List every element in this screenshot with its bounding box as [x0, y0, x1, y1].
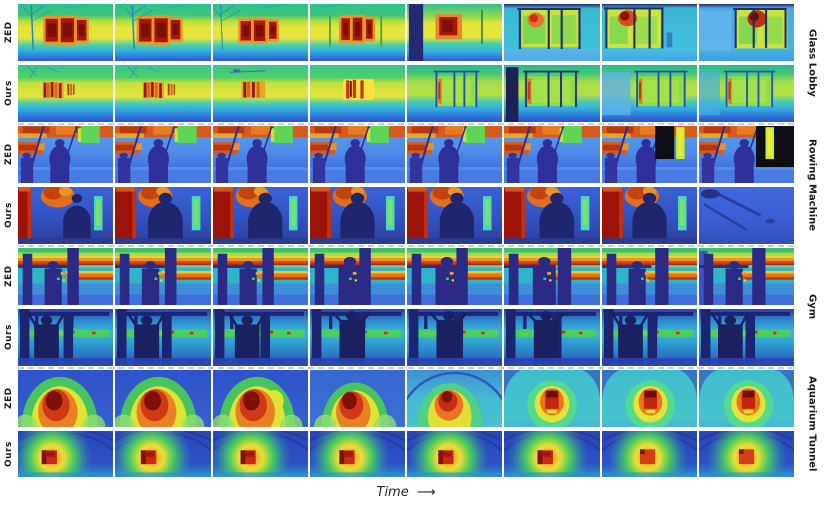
method-label-ours: Ours: [4, 80, 14, 107]
depth-frame-aquarium-tunnel-zed-t7: [601, 370, 697, 427]
figure-row-aquarium-tunnel-zed: ZED: [4, 370, 794, 427]
depth-frame-glass-lobby-zed-t8: [698, 4, 794, 61]
depth-frame-gym-zed-t3: [212, 248, 308, 305]
scene-label-rowing-machine: Rowing Machine: [806, 138, 818, 232]
depth-frame-gym-ours-t6: [504, 309, 600, 366]
depth-frame-gym-ours-t3: [212, 309, 308, 366]
depth-frame-gym-zed-t8: [698, 248, 794, 305]
depth-frame-rowing-machine-zed-t8: [698, 126, 794, 183]
depth-frame-aquarium-tunnel-ours-t1: [18, 431, 114, 477]
scene-labels: Glass Lobby Rowing Machine Gym Aquarium Tun…: [794, 0, 830, 481]
depth-frame-gym-zed-t6: [504, 248, 600, 305]
depth-frame-rowing-machine-zed-t7: [601, 126, 697, 183]
depth-frame-aquarium-tunnel-ours-t7: [601, 431, 697, 477]
figure-grid: ZED Ours ZED Ours ZED Ours ZED Ours: [4, 4, 794, 477]
depth-frame-glass-lobby-zed-t7: [601, 4, 697, 61]
depth-frame-rowing-machine-ours-t5: [407, 187, 503, 244]
depth-frame-aquarium-tunnel-ours-t8: [698, 431, 794, 477]
depth-frame-rowing-machine-ours-t6: [504, 187, 600, 244]
depth-frame-glass-lobby-ours-t3: [212, 65, 308, 122]
depth-frame-aquarium-tunnel-ours-t4: [309, 431, 405, 477]
depth-frame-glass-lobby-ours-t8: [698, 65, 794, 122]
depth-frame-gym-ours-t1: [18, 309, 114, 366]
depth-frame-aquarium-tunnel-zed-t3: [212, 370, 308, 427]
depth-frame-rowing-machine-zed-t1: [18, 126, 114, 183]
depth-frame-rowing-machine-ours-t1: [18, 187, 114, 244]
depth-frame-glass-lobby-ours-t4: [309, 65, 405, 122]
depth-frame-rowing-machine-zed-t4: [309, 126, 405, 183]
depth-frame-rowing-machine-zed-t6: [504, 126, 600, 183]
depth-frame-aquarium-tunnel-ours-t6: [504, 431, 600, 477]
depth-frame-rowing-machine-ours-t8: [698, 187, 794, 244]
depth-frame-aquarium-tunnel-zed-t2: [115, 370, 211, 427]
time-axis-caption: Time ⟶: [18, 485, 794, 500]
depth-frame-rowing-machine-zed-t5: [407, 126, 503, 183]
figure-row-glass-lobby-zed: ZED: [4, 4, 794, 61]
scene-label-gym: Gym: [806, 294, 818, 320]
figure-row-rowing-machine-zed: ZED: [4, 126, 794, 183]
figure-row-rowing-machine-ours: Ours: [4, 187, 794, 247]
depth-frame-gym-ours-t5: [407, 309, 503, 366]
time-arrow-icon: ⟶: [416, 485, 436, 500]
depth-frame-glass-lobby-zed-t1: [18, 4, 114, 61]
method-label-zed: ZED: [4, 387, 14, 410]
depth-frame-aquarium-tunnel-zed-t6: [504, 370, 600, 427]
depth-frame-gym-zed-t1: [18, 248, 114, 305]
depth-frame-rowing-machine-ours-t3: [212, 187, 308, 244]
method-label-ours: Ours: [4, 202, 14, 229]
depth-frame-glass-lobby-ours-t6: [504, 65, 600, 122]
depth-frame-rowing-machine-ours-t4: [309, 187, 405, 244]
depth-frame-gym-ours-t2: [115, 309, 211, 366]
depth-frame-aquarium-tunnel-ours-t2: [115, 431, 211, 477]
depth-frame-glass-lobby-zed-t6: [504, 4, 600, 61]
depth-frame-aquarium-tunnel-zed-t8: [698, 370, 794, 427]
depth-frame-gym-zed-t7: [601, 248, 697, 305]
figure-row-gym-zed: ZED: [4, 248, 794, 305]
depth-frame-glass-lobby-zed-t3: [212, 4, 308, 61]
method-label-ours: Ours: [4, 324, 14, 351]
depth-frame-rowing-machine-ours-t7: [601, 187, 697, 244]
figure-row-gym-ours: Ours: [4, 309, 794, 369]
depth-frame-gym-ours-t4: [309, 309, 405, 366]
method-label-ours: Ours: [4, 441, 14, 467]
depth-frame-gym-ours-t8: [698, 309, 794, 366]
depth-frame-aquarium-tunnel-zed-t5: [407, 370, 503, 427]
depth-frame-glass-lobby-zed-t5: [407, 4, 503, 61]
depth-frame-aquarium-tunnel-ours-t5: [407, 431, 503, 477]
depth-frame-gym-zed-t2: [115, 248, 211, 305]
figure-row-aquarium-tunnel-ours: Ours: [4, 431, 794, 477]
depth-frame-glass-lobby-zed-t4: [309, 4, 405, 61]
depth-frame-rowing-machine-ours-t2: [115, 187, 211, 244]
depth-frame-gym-ours-t7: [601, 309, 697, 366]
depth-frame-aquarium-tunnel-ours-t3: [212, 431, 308, 477]
depth-frame-gym-zed-t4: [309, 248, 405, 305]
depth-frame-glass-lobby-ours-t7: [601, 65, 697, 122]
depth-frame-aquarium-tunnel-zed-t1: [18, 370, 114, 427]
depth-frame-rowing-machine-zed-t2: [115, 126, 211, 183]
depth-frame-glass-lobby-zed-t2: [115, 4, 211, 61]
depth-frame-gym-zed-t5: [407, 248, 503, 305]
scene-label-glass-lobby: Glass Lobby: [806, 29, 818, 97]
depth-frame-rowing-machine-zed-t3: [212, 126, 308, 183]
depth-frame-glass-lobby-ours-t2: [115, 65, 211, 122]
method-label-zed: ZED: [4, 143, 14, 166]
time-axis-label: Time: [376, 485, 409, 500]
figure-row-glass-lobby-ours: Ours: [4, 65, 794, 125]
depth-frame-aquarium-tunnel-zed-t4: [309, 370, 405, 427]
method-label-zed: ZED: [4, 21, 14, 44]
depth-frame-glass-lobby-ours-t5: [407, 65, 503, 122]
depth-frame-glass-lobby-ours-t1: [18, 65, 114, 122]
method-label-zed: ZED: [4, 265, 14, 288]
scene-label-aquarium-tunnel: Aquarium Tunnel: [806, 375, 818, 472]
